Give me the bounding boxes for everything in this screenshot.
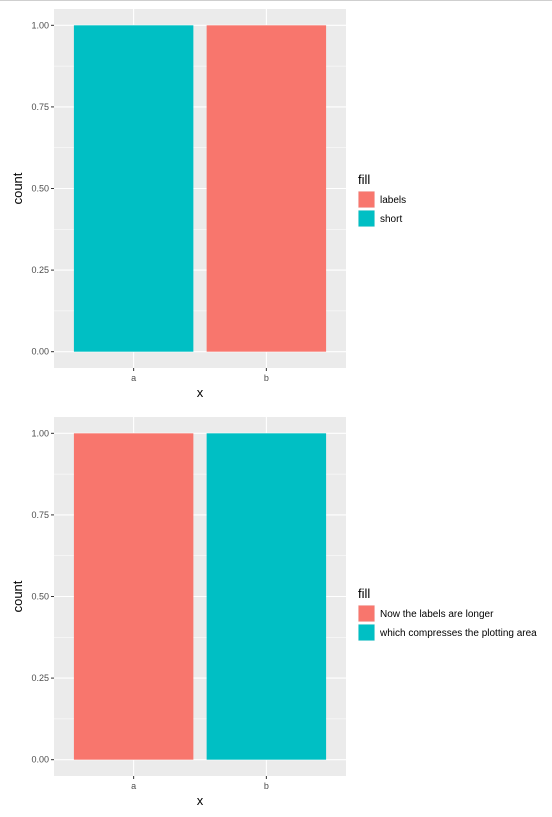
bar-chart-top: 0.00 0.25 0.50 0.75 1.00 a b x count fill labels sh… [0,0,552,406]
x-axis-title: x [197,793,204,808]
y-tick-label: 1.00 [31,20,49,30]
y-tick-label: 0.00 [31,347,49,357]
y-tick-label: 0.75 [31,102,49,112]
legend-label: short [380,214,402,225]
bar-chart-bottom-svg: 0.00 0.25 0.50 0.75 1.00 a b x count fill Now the … [10,417,537,808]
legend-key-swatch [358,191,375,208]
bar-b [206,25,327,352]
bar-a [73,25,194,352]
legend-key-swatch [358,624,375,641]
legend-label: Now the labels are longer [380,609,494,620]
y-tick-label: 0.00 [31,755,49,765]
y-tick-label: 0.50 [31,184,49,194]
y-tick-label: 0.50 [31,592,49,602]
bar-chart-bottom: 0.00 0.25 0.50 0.75 1.00 a b x count fill Now the … [0,406,552,812]
legend-title: fill [358,586,370,601]
legend-label: labels [380,195,406,206]
x-axis-title: x [197,385,204,400]
legend-title: fill [358,172,370,187]
legend-label: which compresses the plotting area [379,628,537,639]
top-divider [0,0,552,1]
x-tick-label: b [264,781,269,791]
bar-chart-top-svg: 0.00 0.25 0.50 0.75 1.00 a b x count fill labels sh… [10,9,406,400]
legend-key-swatch [358,605,375,622]
x-tick-label: b [264,373,269,383]
y-tick-label: 1.00 [31,428,49,438]
legend-key-swatch [358,210,375,227]
x-tick-label: a [131,781,136,791]
y-axis-title: count [10,172,25,204]
y-tick-label: 0.75 [31,510,49,520]
y-axis-title: count [10,580,25,612]
bar-b [206,433,327,760]
bar-a [73,433,194,760]
y-tick-label: 0.25 [31,265,49,275]
x-tick-label: a [131,373,136,383]
y-tick-label: 0.25 [31,673,49,683]
